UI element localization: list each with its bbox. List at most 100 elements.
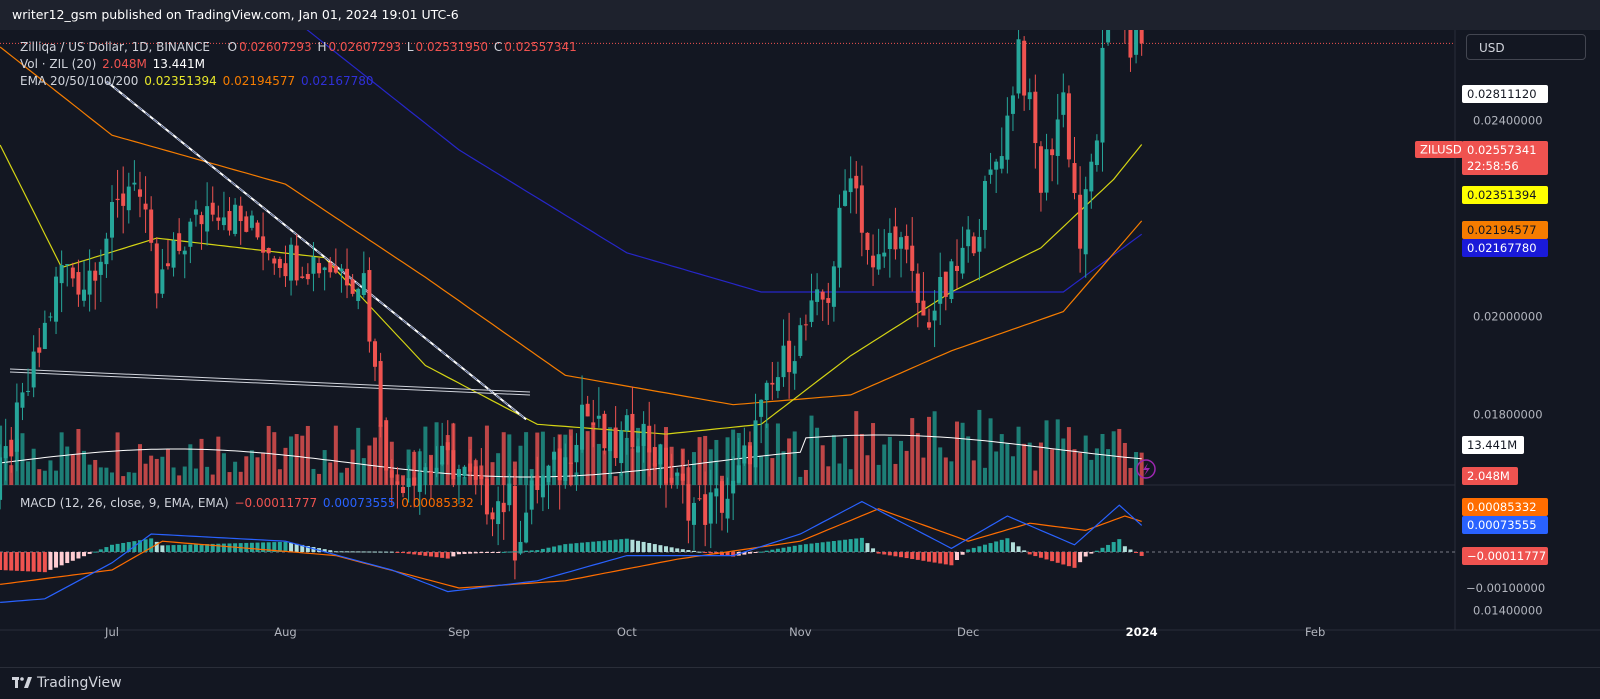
macd-hist-bar: [1117, 539, 1122, 552]
volume-bar: [294, 434, 299, 485]
macd-hist-bar: [249, 542, 254, 552]
candle-body: [904, 235, 909, 250]
candle-body: [451, 450, 456, 480]
volume-bar: [126, 472, 131, 485]
ema-legend: EMA 20/50/100/200 0.02351394 0.02194577 …: [20, 74, 376, 88]
volume-bar: [540, 431, 545, 485]
candle-body: [563, 457, 568, 481]
candle-body: [680, 473, 685, 481]
candle-body: [921, 300, 926, 316]
legend-c-label: C: [493, 40, 503, 54]
macd-hist-bar: [277, 541, 282, 552]
macd-hist-bar: [244, 542, 249, 552]
macd-hist-bar: [915, 552, 920, 560]
candle-body: [910, 245, 915, 271]
currency-button[interactable]: USD: [1466, 34, 1586, 60]
candle-body: [540, 475, 545, 498]
macd-hist-bar: [703, 552, 708, 553]
candle-body: [775, 377, 780, 391]
macd-hist-bar: [501, 551, 506, 553]
chart-svg[interactable]: 0.026000000.024000000.020000000.01800000…: [0, 30, 1600, 668]
macd-hist-bar: [451, 552, 456, 557]
volume-bar: [585, 431, 590, 485]
volume-bar: [104, 467, 109, 485]
macd-hist-bar: [938, 552, 943, 564]
legend-ema50: 0.02194577: [222, 74, 296, 88]
volume-bar: [742, 449, 747, 485]
macd-hist-bar: [473, 552, 478, 554]
macd-hist-bar: [787, 546, 792, 552]
support-line-lower: [9, 371, 531, 396]
volume-bar: [462, 476, 467, 485]
candle-body: [764, 382, 769, 401]
candle-body: [641, 423, 646, 446]
candle-body: [1072, 163, 1077, 194]
macd-hist-bar: [759, 551, 764, 553]
candle-body: [954, 265, 959, 271]
lightning-icon: [1143, 463, 1150, 476]
macd-hist-bar: [300, 544, 305, 552]
volume-bar: [602, 450, 607, 485]
candle-body: [546, 465, 551, 483]
volume-bar: [76, 428, 81, 485]
candle-body: [177, 233, 182, 251]
candle-body: [848, 178, 853, 193]
macd-hist-bar: [165, 545, 170, 552]
candle-body: [574, 444, 579, 463]
macd-hist-bar: [406, 552, 411, 554]
candle-body: [356, 288, 361, 301]
volume-bar: [798, 476, 803, 485]
candle-body: [412, 477, 417, 486]
macd-hist-bar: [42, 552, 47, 573]
candle-body: [815, 289, 820, 302]
macd-hist-bar: [960, 552, 965, 555]
volume-bar: [238, 471, 243, 485]
candle-body: [585, 403, 590, 417]
macd-hist-bar: [781, 547, 786, 552]
volume-bar: [261, 452, 266, 485]
candle-body: [182, 250, 187, 255]
macd-hist-bar: [882, 552, 887, 555]
macd-hist-bar: [1083, 552, 1088, 557]
price-tick-label: 0.01400000: [1473, 604, 1543, 618]
candle-body: [121, 193, 126, 206]
volume-bar: [177, 475, 182, 485]
candle-body: [283, 263, 288, 277]
candle-body: [266, 248, 271, 254]
macd-hist-bar: [1050, 552, 1055, 562]
macd-hist-bar: [798, 544, 803, 552]
legend-l-label: L: [406, 40, 414, 54]
published-text: writer12_gsm published on TradingView.co…: [12, 7, 459, 22]
macd-hist-bar: [70, 552, 75, 561]
volume-bar: [1022, 443, 1027, 485]
volume-bar: [1066, 427, 1071, 485]
macd-hist-bar: [529, 550, 534, 552]
volume-bar: [356, 427, 361, 485]
legend-ema100: 0.02167780: [300, 74, 374, 88]
downtrend-line: [105, 80, 527, 421]
candle-body: [160, 269, 165, 294]
candle-body: [406, 478, 411, 488]
macd-hist-bar: [468, 552, 473, 554]
volume-bar: [932, 411, 937, 485]
macd-hist-bar: [1139, 552, 1144, 556]
macd-hist-bar: [261, 542, 266, 552]
macd-hist-bar: [272, 542, 277, 552]
volume-bar: [20, 433, 25, 485]
candle-body: [1128, 30, 1133, 58]
candle-body: [697, 498, 702, 500]
macd-hist-bar: [557, 545, 562, 552]
candle-body: [1027, 92, 1032, 100]
macd-hist-bar: [216, 543, 221, 552]
vol-ma-badge-bg: [1462, 436, 1524, 454]
volume-bar: [54, 470, 59, 485]
volume-bar: [59, 432, 64, 485]
time-tick-label: 2024: [1126, 625, 1158, 639]
ema50-badge: 0.02194577: [1467, 223, 1537, 237]
volume-bar: [322, 450, 327, 485]
macd-hist-bar: [345, 551, 350, 553]
macd-hist-bar: [328, 550, 333, 552]
macd-hist-bar: [512, 551, 517, 553]
candle-body: [507, 483, 512, 506]
macd-hist-bar: [691, 550, 696, 552]
